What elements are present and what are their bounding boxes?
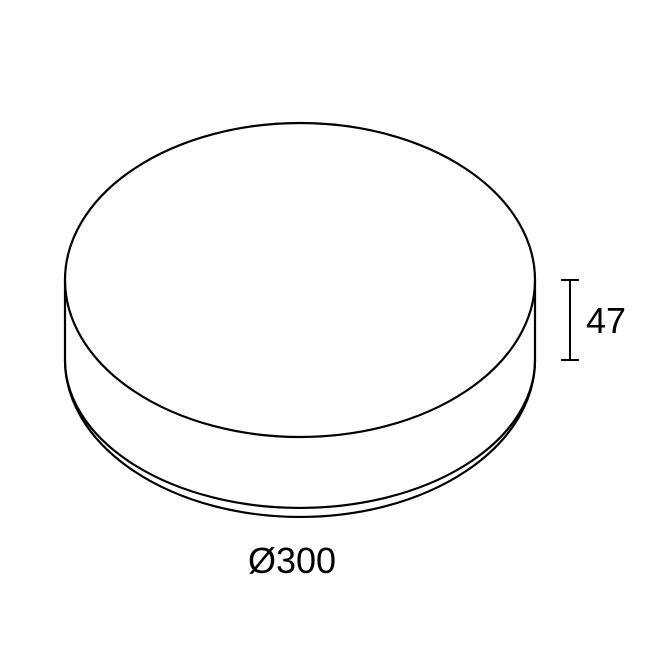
bottom-ellipse-inner-rim bbox=[65, 360, 535, 508]
top-ellipse bbox=[65, 123, 535, 437]
drawing-canvas: Ø300 47 bbox=[0, 0, 650, 650]
height-label: 47 bbox=[586, 300, 626, 342]
diameter-label: Ø300 bbox=[248, 540, 336, 582]
bottom-ellipse-front bbox=[65, 360, 535, 517]
